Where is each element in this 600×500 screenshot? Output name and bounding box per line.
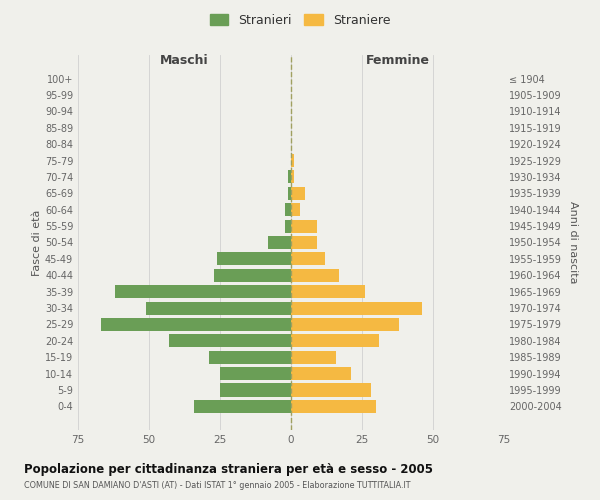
Bar xyxy=(291,318,399,331)
Bar xyxy=(291,268,339,282)
Bar xyxy=(291,384,371,396)
Bar xyxy=(291,187,305,200)
Bar xyxy=(217,252,291,266)
Bar xyxy=(209,350,291,364)
Text: Maschi: Maschi xyxy=(160,54,209,67)
Bar xyxy=(268,236,291,249)
Bar xyxy=(291,252,325,266)
Bar xyxy=(286,220,291,232)
Bar xyxy=(291,154,294,167)
Text: Popolazione per cittadinanza straniera per età e sesso - 2005: Popolazione per cittadinanza straniera p… xyxy=(24,462,433,475)
Bar xyxy=(101,318,291,331)
Legend: Stranieri, Straniere: Stranieri, Straniere xyxy=(205,8,395,32)
Bar xyxy=(291,236,317,249)
Bar xyxy=(286,203,291,216)
Bar xyxy=(291,220,317,232)
Bar xyxy=(194,400,291,413)
Y-axis label: Fasce di età: Fasce di età xyxy=(32,210,42,276)
Bar xyxy=(291,367,350,380)
Bar xyxy=(291,302,422,314)
Text: COMUNE DI SAN DAMIANO D'ASTI (AT) - Dati ISTAT 1° gennaio 2005 - Elaborazione TU: COMUNE DI SAN DAMIANO D'ASTI (AT) - Dati… xyxy=(24,481,410,490)
Bar xyxy=(288,187,291,200)
Y-axis label: Anni di nascita: Anni di nascita xyxy=(568,201,578,284)
Bar xyxy=(220,384,291,396)
Bar xyxy=(291,334,379,347)
Bar xyxy=(291,170,294,183)
Bar xyxy=(288,170,291,183)
Bar xyxy=(214,268,291,282)
Text: Femmine: Femmine xyxy=(365,54,430,67)
Bar xyxy=(291,285,365,298)
Bar xyxy=(291,350,337,364)
Bar xyxy=(169,334,291,347)
Bar xyxy=(146,302,291,314)
Bar xyxy=(220,367,291,380)
Bar xyxy=(115,285,291,298)
Bar xyxy=(291,400,376,413)
Bar xyxy=(291,203,299,216)
